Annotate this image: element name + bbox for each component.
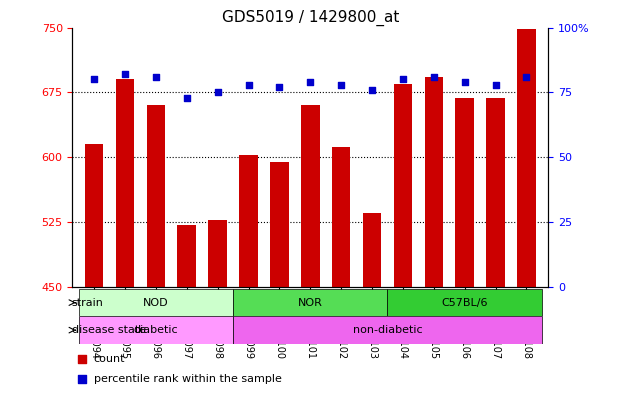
Bar: [233, 316, 542, 344]
Point: [89, 76, 99, 83]
Point: [306, 79, 316, 85]
Bar: [209, 220, 227, 287]
Point: [77, 356, 87, 362]
Bar: [425, 77, 443, 287]
Bar: [233, 289, 387, 316]
Point: [367, 86, 377, 93]
Point: [212, 89, 222, 95]
Point: [491, 81, 501, 88]
Bar: [239, 154, 258, 287]
Title: GDS5019 / 1429800_at: GDS5019 / 1429800_at: [222, 10, 399, 26]
Point: [429, 73, 439, 80]
Point: [460, 79, 470, 85]
Point: [522, 73, 532, 80]
Bar: [387, 289, 542, 316]
Text: NOD: NOD: [143, 298, 169, 308]
Bar: [455, 98, 474, 287]
Text: disease state: disease state: [72, 325, 146, 335]
Text: percentile rank within the sample: percentile rank within the sample: [94, 374, 282, 384]
Text: strain: strain: [72, 298, 104, 308]
Point: [77, 376, 87, 382]
Point: [120, 71, 130, 77]
Point: [398, 76, 408, 83]
Bar: [394, 84, 412, 287]
Bar: [301, 105, 319, 287]
Point: [151, 73, 161, 80]
Bar: [332, 147, 350, 287]
Point: [274, 84, 284, 90]
Bar: [270, 162, 289, 287]
Text: C57BL/6: C57BL/6: [442, 298, 488, 308]
Bar: [147, 105, 165, 287]
Text: NOR: NOR: [298, 298, 323, 308]
Point: [243, 81, 253, 88]
Text: count: count: [94, 354, 125, 364]
Bar: [116, 79, 134, 287]
Bar: [363, 213, 381, 287]
Bar: [85, 144, 103, 287]
Bar: [517, 29, 536, 287]
Bar: [178, 225, 196, 287]
Text: non-diabetic: non-diabetic: [353, 325, 422, 335]
Text: diabetic: diabetic: [134, 325, 178, 335]
Point: [336, 81, 346, 88]
Point: [181, 94, 192, 101]
Bar: [79, 316, 233, 344]
Bar: [486, 98, 505, 287]
Bar: [79, 289, 233, 316]
